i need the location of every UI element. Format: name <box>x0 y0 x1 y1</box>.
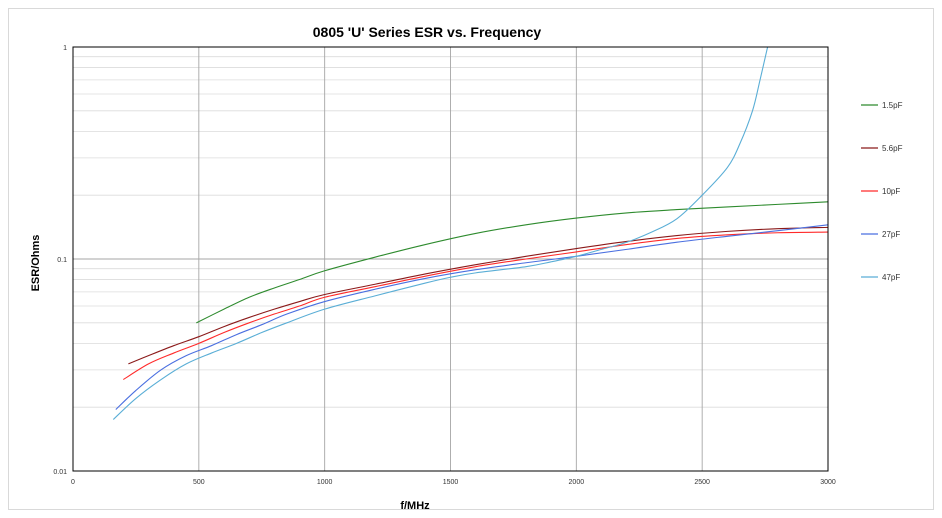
y-axis-title: ESR/Ohms <box>30 235 42 292</box>
legend: 1.5pF 5.6pF 10pF 27pF 47pF <box>861 101 903 282</box>
x-tick-label: 2000 <box>569 479 585 486</box>
series-layer <box>112 46 829 420</box>
x-tick-label: 0 <box>71 479 75 486</box>
legend-label: 1.5pF <box>882 101 903 110</box>
chart-frame: 0 500 1000 1500 2000 2500 3000 0.01 0.1 1 1.5pF 5.… <box>8 8 934 511</box>
legend-label: 27pF <box>882 230 900 239</box>
esr-frequency-chart: 0 500 1000 1500 2000 2500 3000 0.01 0.1 1 1.5pF 5.… <box>30 24 903 511</box>
plot-area-border <box>72 46 829 472</box>
legend-label: 5.6pF <box>882 144 903 153</box>
x-tick-label: 1000 <box>317 479 333 486</box>
grid-layer <box>72 46 829 472</box>
y-tick-label: 0.01 <box>53 469 67 476</box>
legend-label: 10pF <box>882 187 900 196</box>
series-line-1-5pf <box>196 201 829 324</box>
series-line-5-6pf <box>128 226 829 365</box>
x-tick-label: 2500 <box>694 479 710 486</box>
series-line-27pf <box>115 224 829 410</box>
series-line-10pf <box>123 231 829 381</box>
x-tick-label: 500 <box>193 479 205 486</box>
x-tick-label: 1500 <box>443 479 459 486</box>
x-tick-label: 3000 <box>820 479 836 486</box>
y-tick-label: 0.1 <box>57 257 67 264</box>
tick-label-layer: 0 500 1000 1500 2000 2500 3000 0.01 0.1 1 <box>53 45 836 486</box>
chart-title: 0805 'U' Series ESR vs. Frequency <box>313 24 542 40</box>
y-tick-label: 1 <box>63 45 67 52</box>
legend-label: 47pF <box>882 273 900 282</box>
x-axis-title: f/MHz <box>400 500 430 511</box>
series-line-47pf <box>112 46 769 420</box>
